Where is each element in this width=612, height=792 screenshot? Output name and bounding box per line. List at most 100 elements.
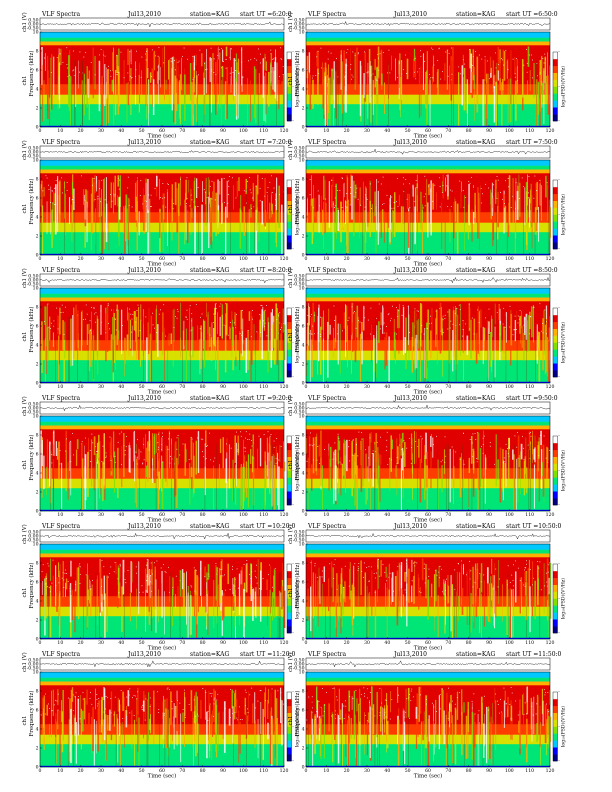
- colorbar: ---log₁₀(PSD)(V²/Hz): [286, 562, 301, 636]
- x-tick-label: 60: [425, 640, 431, 646]
- y-tick-label: 2: [36, 234, 39, 240]
- colorbar-tick-label: -: [558, 306, 560, 311]
- panel-date: Jul13,2010: [393, 395, 427, 402]
- x-tick-label: 70: [445, 384, 451, 390]
- y-tick-label: 6: [36, 324, 39, 330]
- x-tick-label: 20: [78, 640, 84, 646]
- waveform-tick-label: 0.00: [294, 662, 304, 668]
- x-axis-label: Time (sec): [414, 645, 443, 652]
- x-tick-label: 10: [57, 256, 63, 262]
- x-tick-label: 60: [159, 768, 165, 774]
- panel-date: Jul13,2010: [393, 139, 427, 146]
- waveform-trace: [306, 660, 551, 668]
- colorbar-tick-label: -: [558, 725, 560, 730]
- panel-title: VLF Spectra: [307, 139, 347, 146]
- waveform-tick-label: 0.50: [28, 146, 38, 152]
- x-tick-label: 40: [384, 256, 390, 262]
- x-tick-label: 20: [344, 128, 350, 134]
- x-tick-label: 30: [98, 128, 104, 134]
- waveform-trace: [305, 148, 551, 155]
- panel-station: station=KAG: [190, 651, 229, 658]
- y-tick-label: 8: [302, 433, 305, 439]
- x-tick-label: 100: [505, 640, 514, 646]
- spectrogram-panel: VLF Spectra Jul13,2010 station=KAG start UT…: [287, 395, 567, 524]
- x-tick-label: 0: [39, 768, 42, 774]
- x-tick-label: 70: [445, 768, 451, 774]
- x-tick-label: 90: [486, 768, 492, 774]
- y-tick-label: 6: [36, 708, 39, 714]
- colorbar-label: log₁₀(PSD)(V²/Hz): [560, 706, 567, 747]
- x-tick-label: 80: [466, 384, 472, 390]
- colorbar-tick-label: -: [292, 597, 294, 602]
- colorbar-tick-label: -: [292, 178, 294, 183]
- panel-date: Jul13,2010: [127, 139, 161, 146]
- x-tick-label: 110: [525, 512, 534, 518]
- x-tick-label: 50: [139, 256, 145, 262]
- y-tick-label: 4: [36, 87, 39, 93]
- x-tick-label: 80: [200, 384, 206, 390]
- x-tick-label: 30: [98, 768, 104, 774]
- x-tick-label: 30: [364, 384, 370, 390]
- y-axis-label: Frequency (kHz): [294, 51, 301, 97]
- y-axis-label: Frequency (kHz): [28, 179, 35, 225]
- y-tick-label: 0: [36, 637, 39, 643]
- y-tick-label: 0: [36, 125, 39, 131]
- x-tick-label: 0: [39, 256, 42, 262]
- waveform-tick-label: 0.00: [294, 150, 304, 156]
- x-tick-label: 120: [546, 768, 555, 774]
- x-tick-label: 90: [486, 384, 492, 390]
- panel-date: Jul13,2010: [393, 267, 427, 274]
- colorbar-tick-label: -: [292, 725, 294, 730]
- y-tick-label: 6: [36, 196, 39, 202]
- waveform-tick-label: -0.50: [293, 666, 305, 672]
- waveform-tick-label: 0.50: [28, 658, 38, 664]
- colorbar-tick-label: -: [558, 341, 560, 346]
- colorbar-tick-label: -: [558, 85, 560, 90]
- waveform-axis-label: ch1 (V): [287, 396, 294, 416]
- x-tick-label: 60: [425, 512, 431, 518]
- waveform-axis-label: ch1 (V): [287, 140, 294, 160]
- x-tick-label: 50: [405, 128, 411, 134]
- y-tick-label: 6: [36, 68, 39, 74]
- x-tick-label: 120: [546, 128, 555, 134]
- y-tick-label: 0: [36, 253, 39, 259]
- x-tick-label: 10: [57, 384, 63, 390]
- colorbar-tick-label: -: [292, 503, 294, 508]
- panel-start-time: start UT =11:20:0: [240, 651, 296, 658]
- x-tick-label: 10: [323, 384, 329, 390]
- x-tick-label: 90: [220, 128, 226, 134]
- y-tick-label: 8: [302, 561, 305, 567]
- channel-label: ch1: [288, 716, 294, 726]
- x-tick-label: 110: [259, 128, 268, 134]
- waveform-axis-label: ch1 (V): [287, 268, 294, 288]
- y-axis-label: Frequency (kHz): [294, 435, 301, 481]
- spectrogram-image: [40, 416, 286, 512]
- x-tick-label: 0: [305, 128, 308, 134]
- colorbar-tick-label: -: [292, 759, 294, 764]
- x-tick-label: 50: [405, 640, 411, 646]
- y-tick-label: 10: [299, 542, 305, 548]
- colorbar-label: log₁₀(PSD)(V²/Hz): [560, 578, 567, 619]
- y-tick-label: 8: [36, 49, 39, 55]
- y-axis-label: Frequency (kHz): [294, 691, 301, 737]
- y-tick-label: 6: [302, 708, 305, 714]
- colorbar: ---log₁₀(PSD)(V²/Hz): [552, 178, 567, 252]
- panel-station: station=KAG: [190, 139, 229, 146]
- x-tick-label: 70: [179, 768, 185, 774]
- y-tick-label: 8: [302, 49, 305, 55]
- waveform-tick-label: -0.50: [27, 154, 39, 160]
- panel-start-time: start UT =8:50:0: [506, 267, 558, 274]
- y-axis-label: Frequency (kHz): [294, 307, 301, 353]
- x-tick-label: 90: [486, 128, 492, 134]
- waveform-tick-label: 0.00: [28, 534, 38, 540]
- colorbar-tick-label: -: [558, 50, 560, 55]
- y-tick-label: 10: [33, 670, 39, 676]
- channel-label: ch1: [288, 76, 294, 86]
- x-tick-label: 50: [405, 384, 411, 390]
- x-tick-label: 0: [305, 512, 308, 518]
- colorbar-tick-label: -: [292, 690, 294, 695]
- panel-title: VLF Spectra: [307, 395, 347, 402]
- x-tick-label: 50: [405, 512, 411, 518]
- x-tick-label: 110: [259, 768, 268, 774]
